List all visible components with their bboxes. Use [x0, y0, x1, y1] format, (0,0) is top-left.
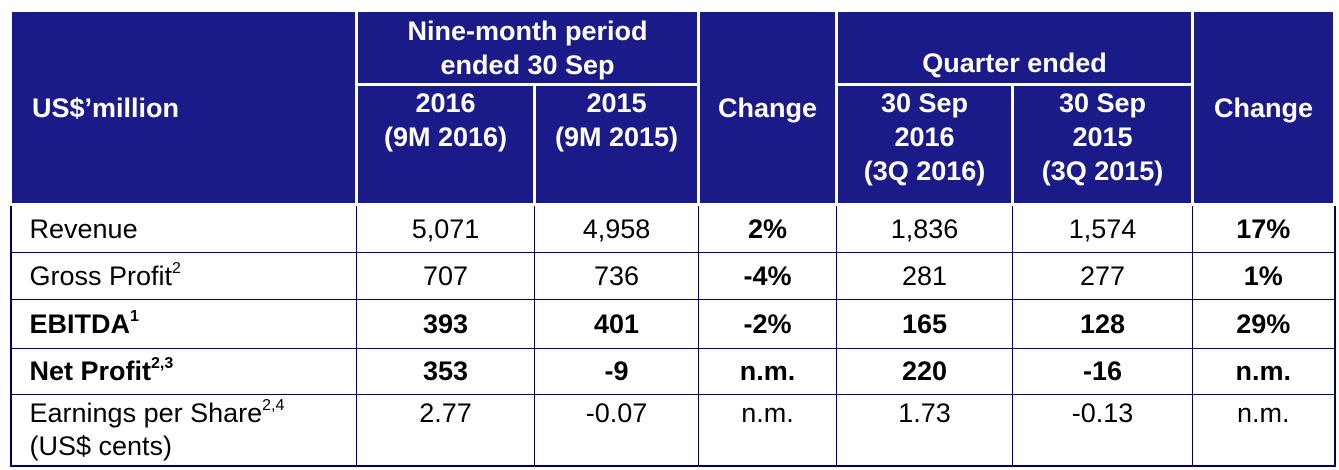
- cell-3q-2015: 277: [1012, 252, 1194, 300]
- nine-month-header-line-1: Nine-month period: [407, 15, 648, 46]
- cell-9m-change: n.m.: [698, 348, 838, 395]
- col-header-3q-2015: 30 Sep 2015 (3Q 2015): [1011, 83, 1195, 206]
- row-label: EBITDA1: [10, 299, 357, 349]
- row-label-unit: (US$ cents): [29, 431, 173, 461]
- col-header-year: 2015: [1072, 122, 1133, 152]
- cell-9m-2015: -0.07: [533, 394, 700, 467]
- col-header-3q-2016: 30 Sep 2016 (3Q 2016): [835, 83, 1015, 206]
- cell-3q-change: n.m.: [1192, 348, 1336, 395]
- cell-3q-2016: 281: [836, 252, 1014, 300]
- cell-3q-2016: 1,836: [836, 204, 1014, 253]
- row-label: Revenue: [10, 204, 357, 253]
- cell-3q-2015: 128: [1012, 299, 1194, 349]
- quarter-group-header: Quarter ended: [835, 9, 1195, 86]
- col-header-period: (9M 2016): [383, 122, 508, 152]
- row-label-text: Earnings per Share: [29, 398, 263, 428]
- nine-month-group-header: Nine-month period ended 30 Sep: [354, 9, 701, 86]
- cell-9m-2016: 393: [356, 299, 535, 349]
- nine-month-change-header: Change: [697, 9, 839, 206]
- cell-9m-2015: 4,958: [533, 204, 700, 253]
- row-label-text: Net Profit: [29, 356, 152, 386]
- col-header-date: 30 Sep: [1058, 88, 1147, 118]
- table-header: US$’million Nine-month period ended 30 S…: [9, 9, 1337, 206]
- cell-9m-change: -2%: [698, 299, 838, 349]
- table-row-revenue: Revenue 5,071 4,958 2% 1,836 1,574 17%: [10, 204, 1336, 253]
- cell-9m-change: -4%: [698, 252, 838, 300]
- footnote-marker: 2: [172, 259, 181, 277]
- cell-3q-2016: 1.73: [836, 394, 1014, 467]
- cell-9m-2016: 353: [356, 348, 535, 395]
- col-header-period: (3Q 2015): [1041, 156, 1164, 186]
- row-label: Earnings per Share2,4 (US$ cents): [10, 394, 357, 467]
- cell-3q-2016: 165: [836, 299, 1014, 349]
- row-label-text: EBITDA: [29, 308, 131, 339]
- col-header-year: 2016: [415, 88, 476, 118]
- cell-9m-change: 2%: [698, 204, 838, 253]
- row-label-text: Revenue: [29, 213, 138, 244]
- cell-3q-2015: -0.13: [1012, 394, 1194, 467]
- cell-3q-2016: 220: [836, 348, 1014, 395]
- cell-9m-2016: 707: [356, 252, 535, 300]
- footnote-marker: 2,3: [151, 355, 174, 372]
- cell-9m-2015: 401: [533, 299, 700, 349]
- quarter-change-header: Change: [1191, 9, 1337, 206]
- col-header-9m-2015: 2015 (9M 2015): [532, 83, 701, 206]
- cell-9m-2015: 736: [533, 252, 700, 300]
- table-row-eps: Earnings per Share2,4 (US$ cents) 2.77 -0…: [10, 394, 1336, 467]
- cell-9m-2016: 2.77: [356, 394, 535, 467]
- footnote-marker: 2,4: [262, 397, 285, 414]
- row-label: Gross Profit2: [10, 252, 357, 300]
- cell-3q-change: n.m.: [1192, 394, 1336, 467]
- cell-9m-change: n.m.: [698, 394, 838, 467]
- table-row-gross-profit: Gross Profit2 707 736 -4% 281 277 1%: [10, 252, 1336, 300]
- col-header-date: 30 Sep: [880, 88, 969, 118]
- col-header-9m-2016: 2016 (9M 2016): [355, 83, 536, 206]
- col-header-period: (3Q 2016): [863, 156, 986, 186]
- cell-3q-change: 1%: [1192, 252, 1336, 300]
- cell-3q-2015: -16: [1012, 348, 1194, 395]
- table-row-ebitda: EBITDA1 393 401 -2% 165 128 29%: [10, 299, 1336, 349]
- footnote-marker: 1: [130, 307, 139, 325]
- row-label: Net Profit2,3: [10, 348, 357, 395]
- units-header: US$’million: [9, 9, 358, 206]
- col-header-year: 2016: [894, 122, 955, 152]
- col-header-period: (9M 2015): [554, 122, 679, 152]
- table-row-net-profit: Net Profit2,3 353 -9 n.m. 220 -16 n.m.: [10, 348, 1336, 395]
- row-label-text: Gross Profit: [29, 260, 173, 291]
- cell-9m-2015: -9: [533, 348, 700, 395]
- table-body: Revenue 5,071 4,958 2% 1,836 1,574 17% G…: [10, 204, 1336, 467]
- cell-3q-change: 29%: [1192, 299, 1336, 349]
- cell-3q-change: 17%: [1192, 204, 1336, 253]
- financial-summary-table: US$’million Nine-month period ended 30 S…: [9, 9, 1337, 467]
- nine-month-header-line-2: ended 30 Sep: [440, 49, 615, 80]
- cell-3q-2015: 1,574: [1012, 204, 1194, 253]
- col-header-year: 2015: [586, 88, 647, 118]
- cell-9m-2016: 5,071: [356, 204, 535, 253]
